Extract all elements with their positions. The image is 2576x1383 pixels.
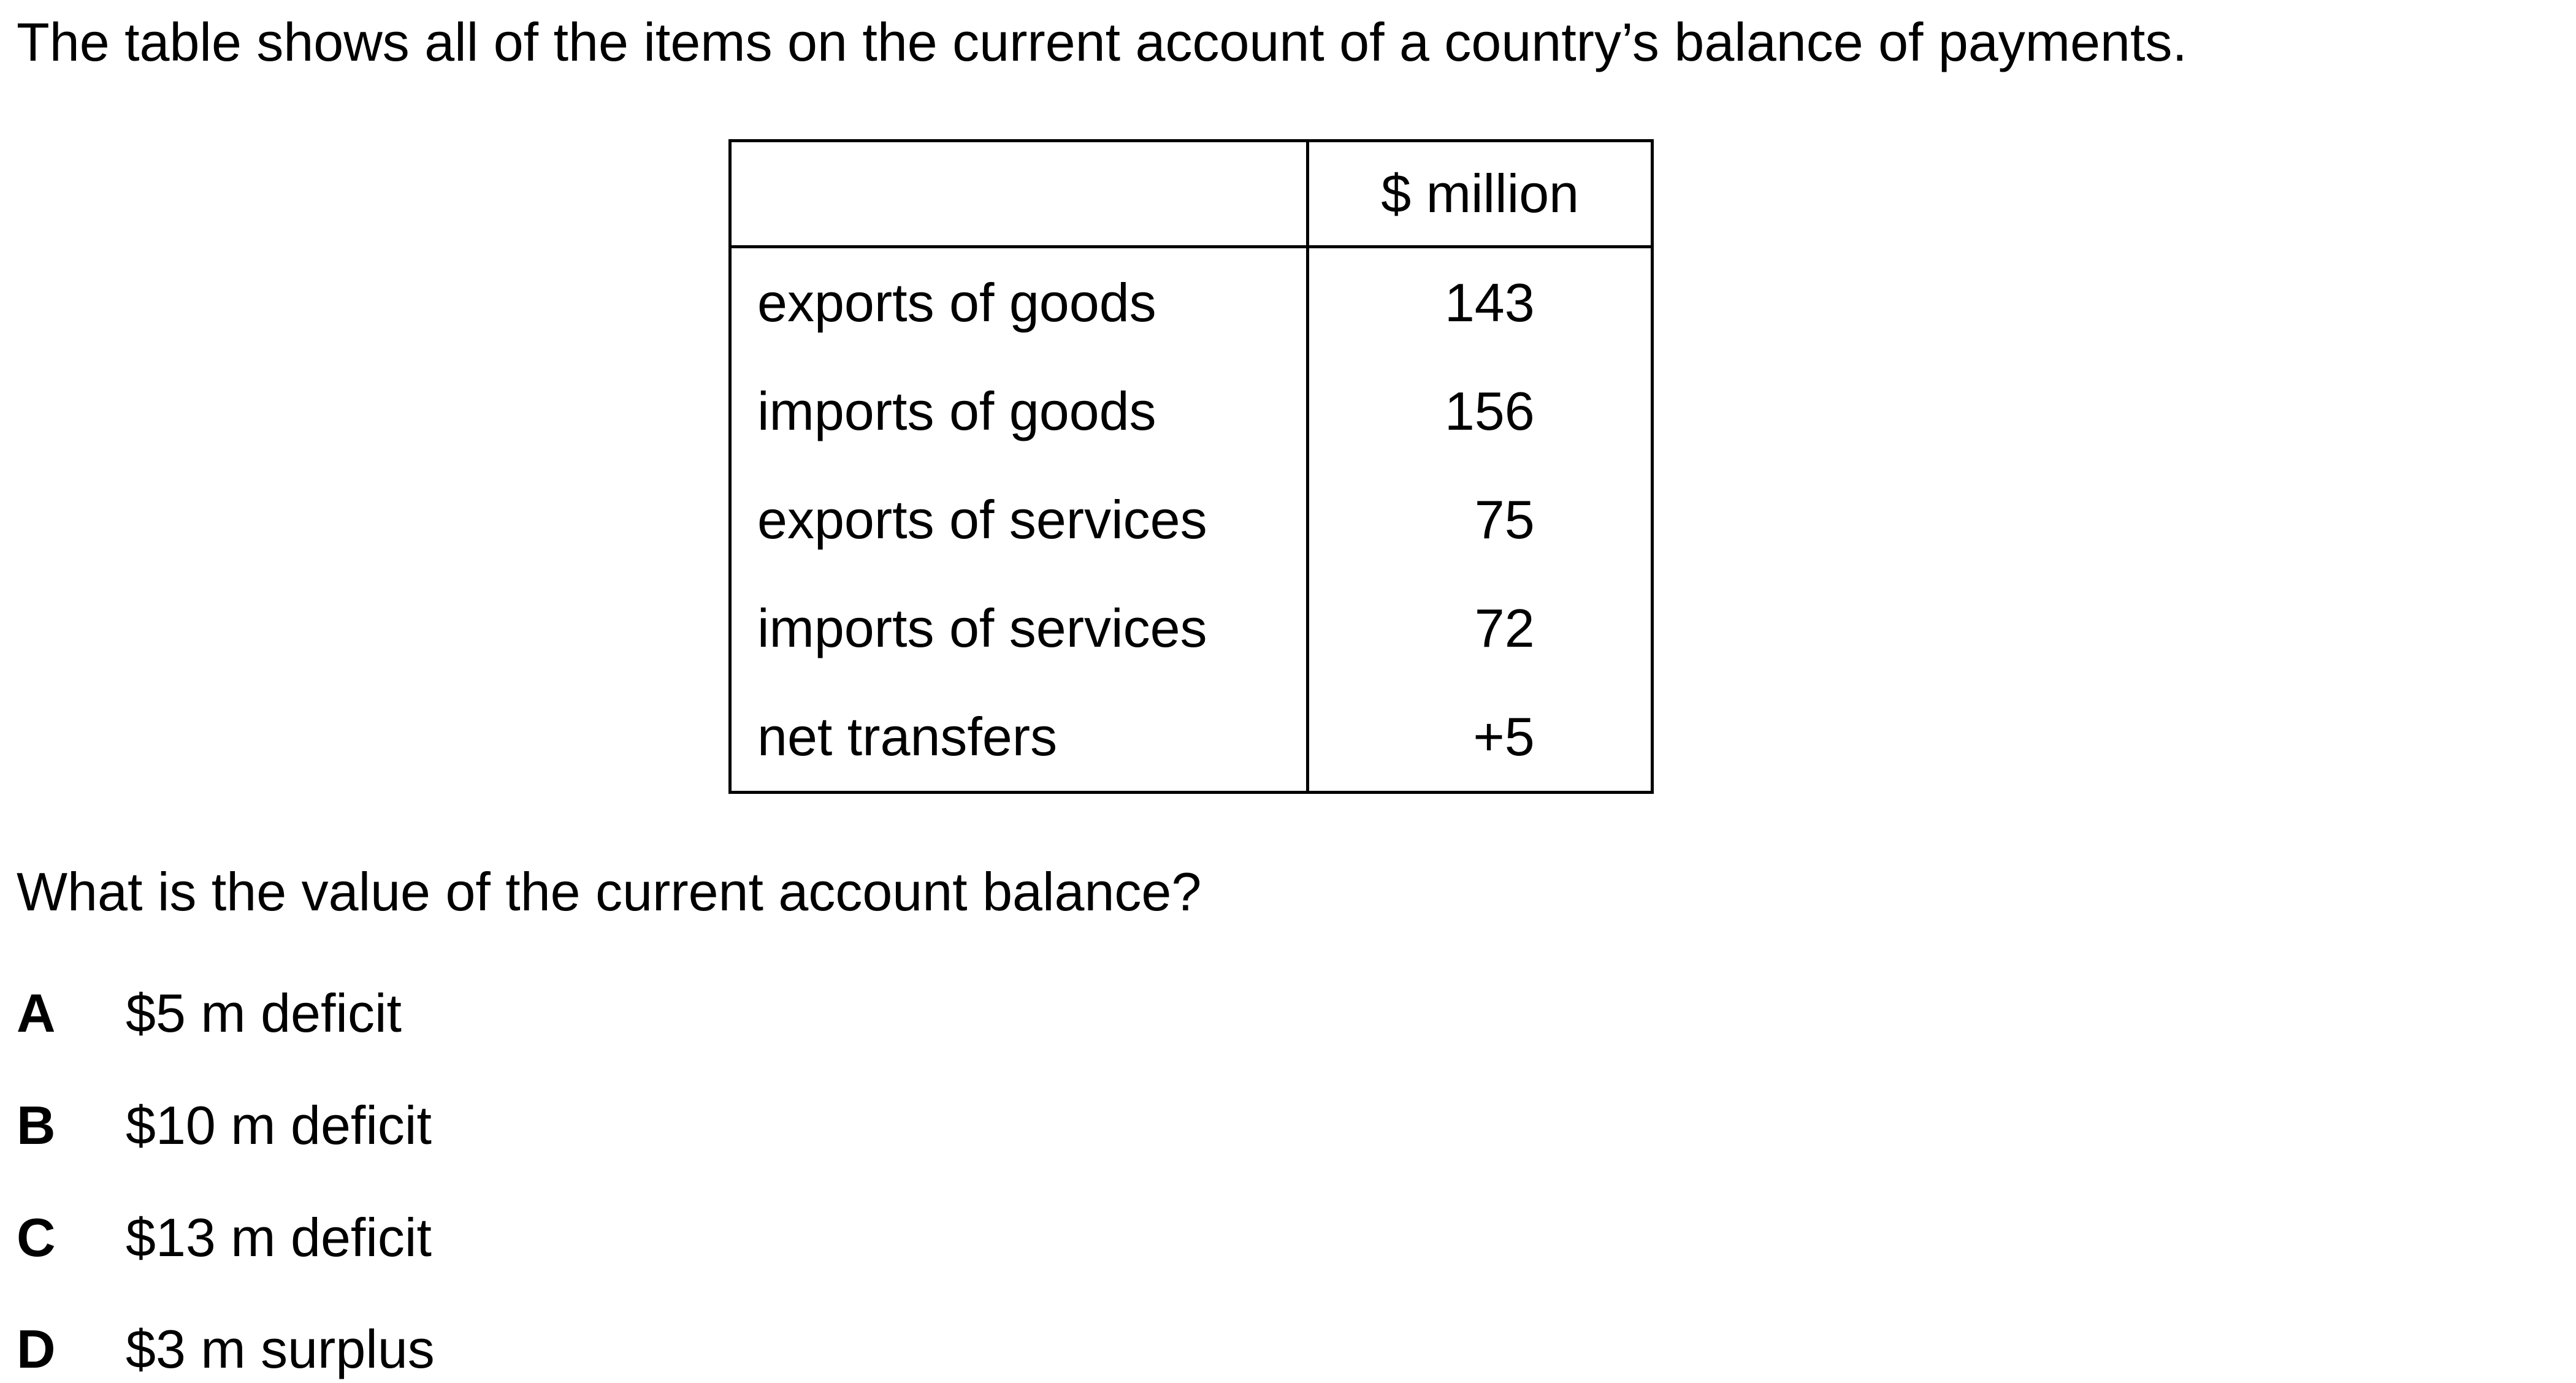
item-cell: exports of services: [728, 465, 1310, 574]
table-row: net transfers +5: [728, 682, 1654, 794]
option-b[interactable]: B $10 m deficit: [17, 1092, 432, 1159]
table-row: exports of goods 143: [728, 246, 1654, 357]
option-letter: C: [17, 1207, 56, 1268]
option-text: $13 m deficit: [126, 1207, 432, 1268]
option-letter: B: [17, 1095, 56, 1156]
header-item-cell: [728, 139, 1310, 248]
option-c[interactable]: C $13 m deficit: [17, 1204, 432, 1271]
item-cell: exports of goods: [728, 246, 1310, 357]
table-row: exports of services 75: [728, 465, 1654, 574]
intro-text: The table shows all of the items on the …: [17, 12, 2187, 72]
value-cell: 72: [1306, 574, 1654, 682]
value-cell: +5: [1306, 682, 1654, 794]
value-cell: 75: [1306, 465, 1654, 574]
table-header-row: $ million: [728, 139, 1654, 248]
item-cell: net transfers: [728, 682, 1310, 794]
header-value-cell: $ million: [1306, 139, 1654, 248]
option-letter: A: [17, 983, 56, 1043]
question-text: What is the value of the current account…: [17, 861, 1202, 922]
option-a[interactable]: A $5 m deficit: [17, 980, 402, 1047]
current-account-table: $ million exports of goods 143 imports o…: [728, 139, 1654, 794]
option-text: $5 m deficit: [126, 983, 402, 1043]
option-text: $10 m deficit: [126, 1095, 432, 1156]
value-cell: 156: [1306, 357, 1654, 465]
option-letter: D: [17, 1319, 56, 1379]
option-d[interactable]: D $3 m surplus: [17, 1316, 435, 1383]
item-cell: imports of services: [728, 574, 1310, 682]
table-row: imports of goods 156: [728, 357, 1654, 465]
value-cell: 143: [1306, 246, 1654, 357]
item-cell: imports of goods: [728, 357, 1310, 465]
table-row: imports of services 72: [728, 574, 1654, 682]
option-text: $3 m surplus: [126, 1319, 435, 1379]
